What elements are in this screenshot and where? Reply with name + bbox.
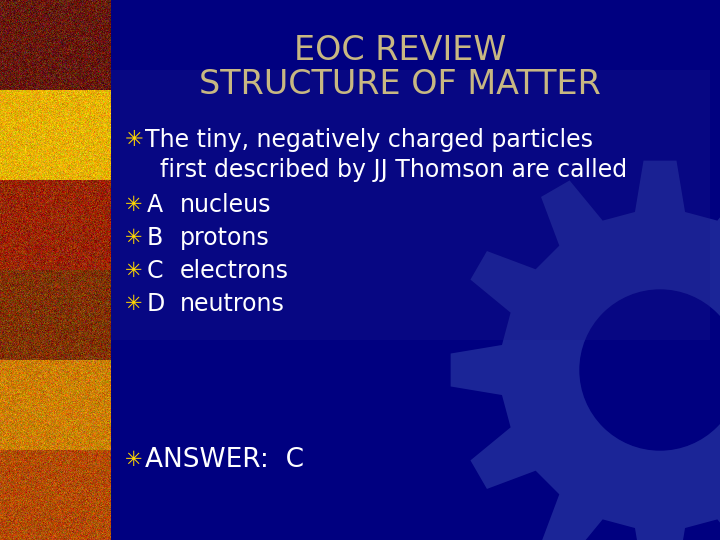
Text: nucleus: nucleus [180,193,271,217]
Text: ✳: ✳ [125,450,143,470]
Circle shape [580,290,720,450]
Text: The tiny, negatively charged particles: The tiny, negatively charged particles [145,128,593,152]
Text: ANSWER:  C: ANSWER: C [145,447,304,473]
Text: first described by JJ Thomson are called: first described by JJ Thomson are called [160,158,627,182]
Text: ✳: ✳ [125,261,143,281]
Polygon shape [451,160,720,540]
Text: STRUCTURE OF MATTER: STRUCTURE OF MATTER [199,69,601,102]
Text: A: A [147,193,163,217]
Text: ✳: ✳ [125,294,143,314]
Text: ✳: ✳ [125,195,143,215]
Text: neutrons: neutrons [180,292,285,316]
Text: ✳: ✳ [125,130,143,150]
Text: EOC REVIEW: EOC REVIEW [294,33,506,66]
Text: B: B [147,226,163,250]
FancyBboxPatch shape [111,70,710,340]
Text: D: D [147,292,166,316]
Text: electrons: electrons [180,259,289,283]
Text: ✳: ✳ [125,228,143,248]
Polygon shape [0,0,94,113]
Text: protons: protons [180,226,270,250]
Text: C: C [147,259,163,283]
